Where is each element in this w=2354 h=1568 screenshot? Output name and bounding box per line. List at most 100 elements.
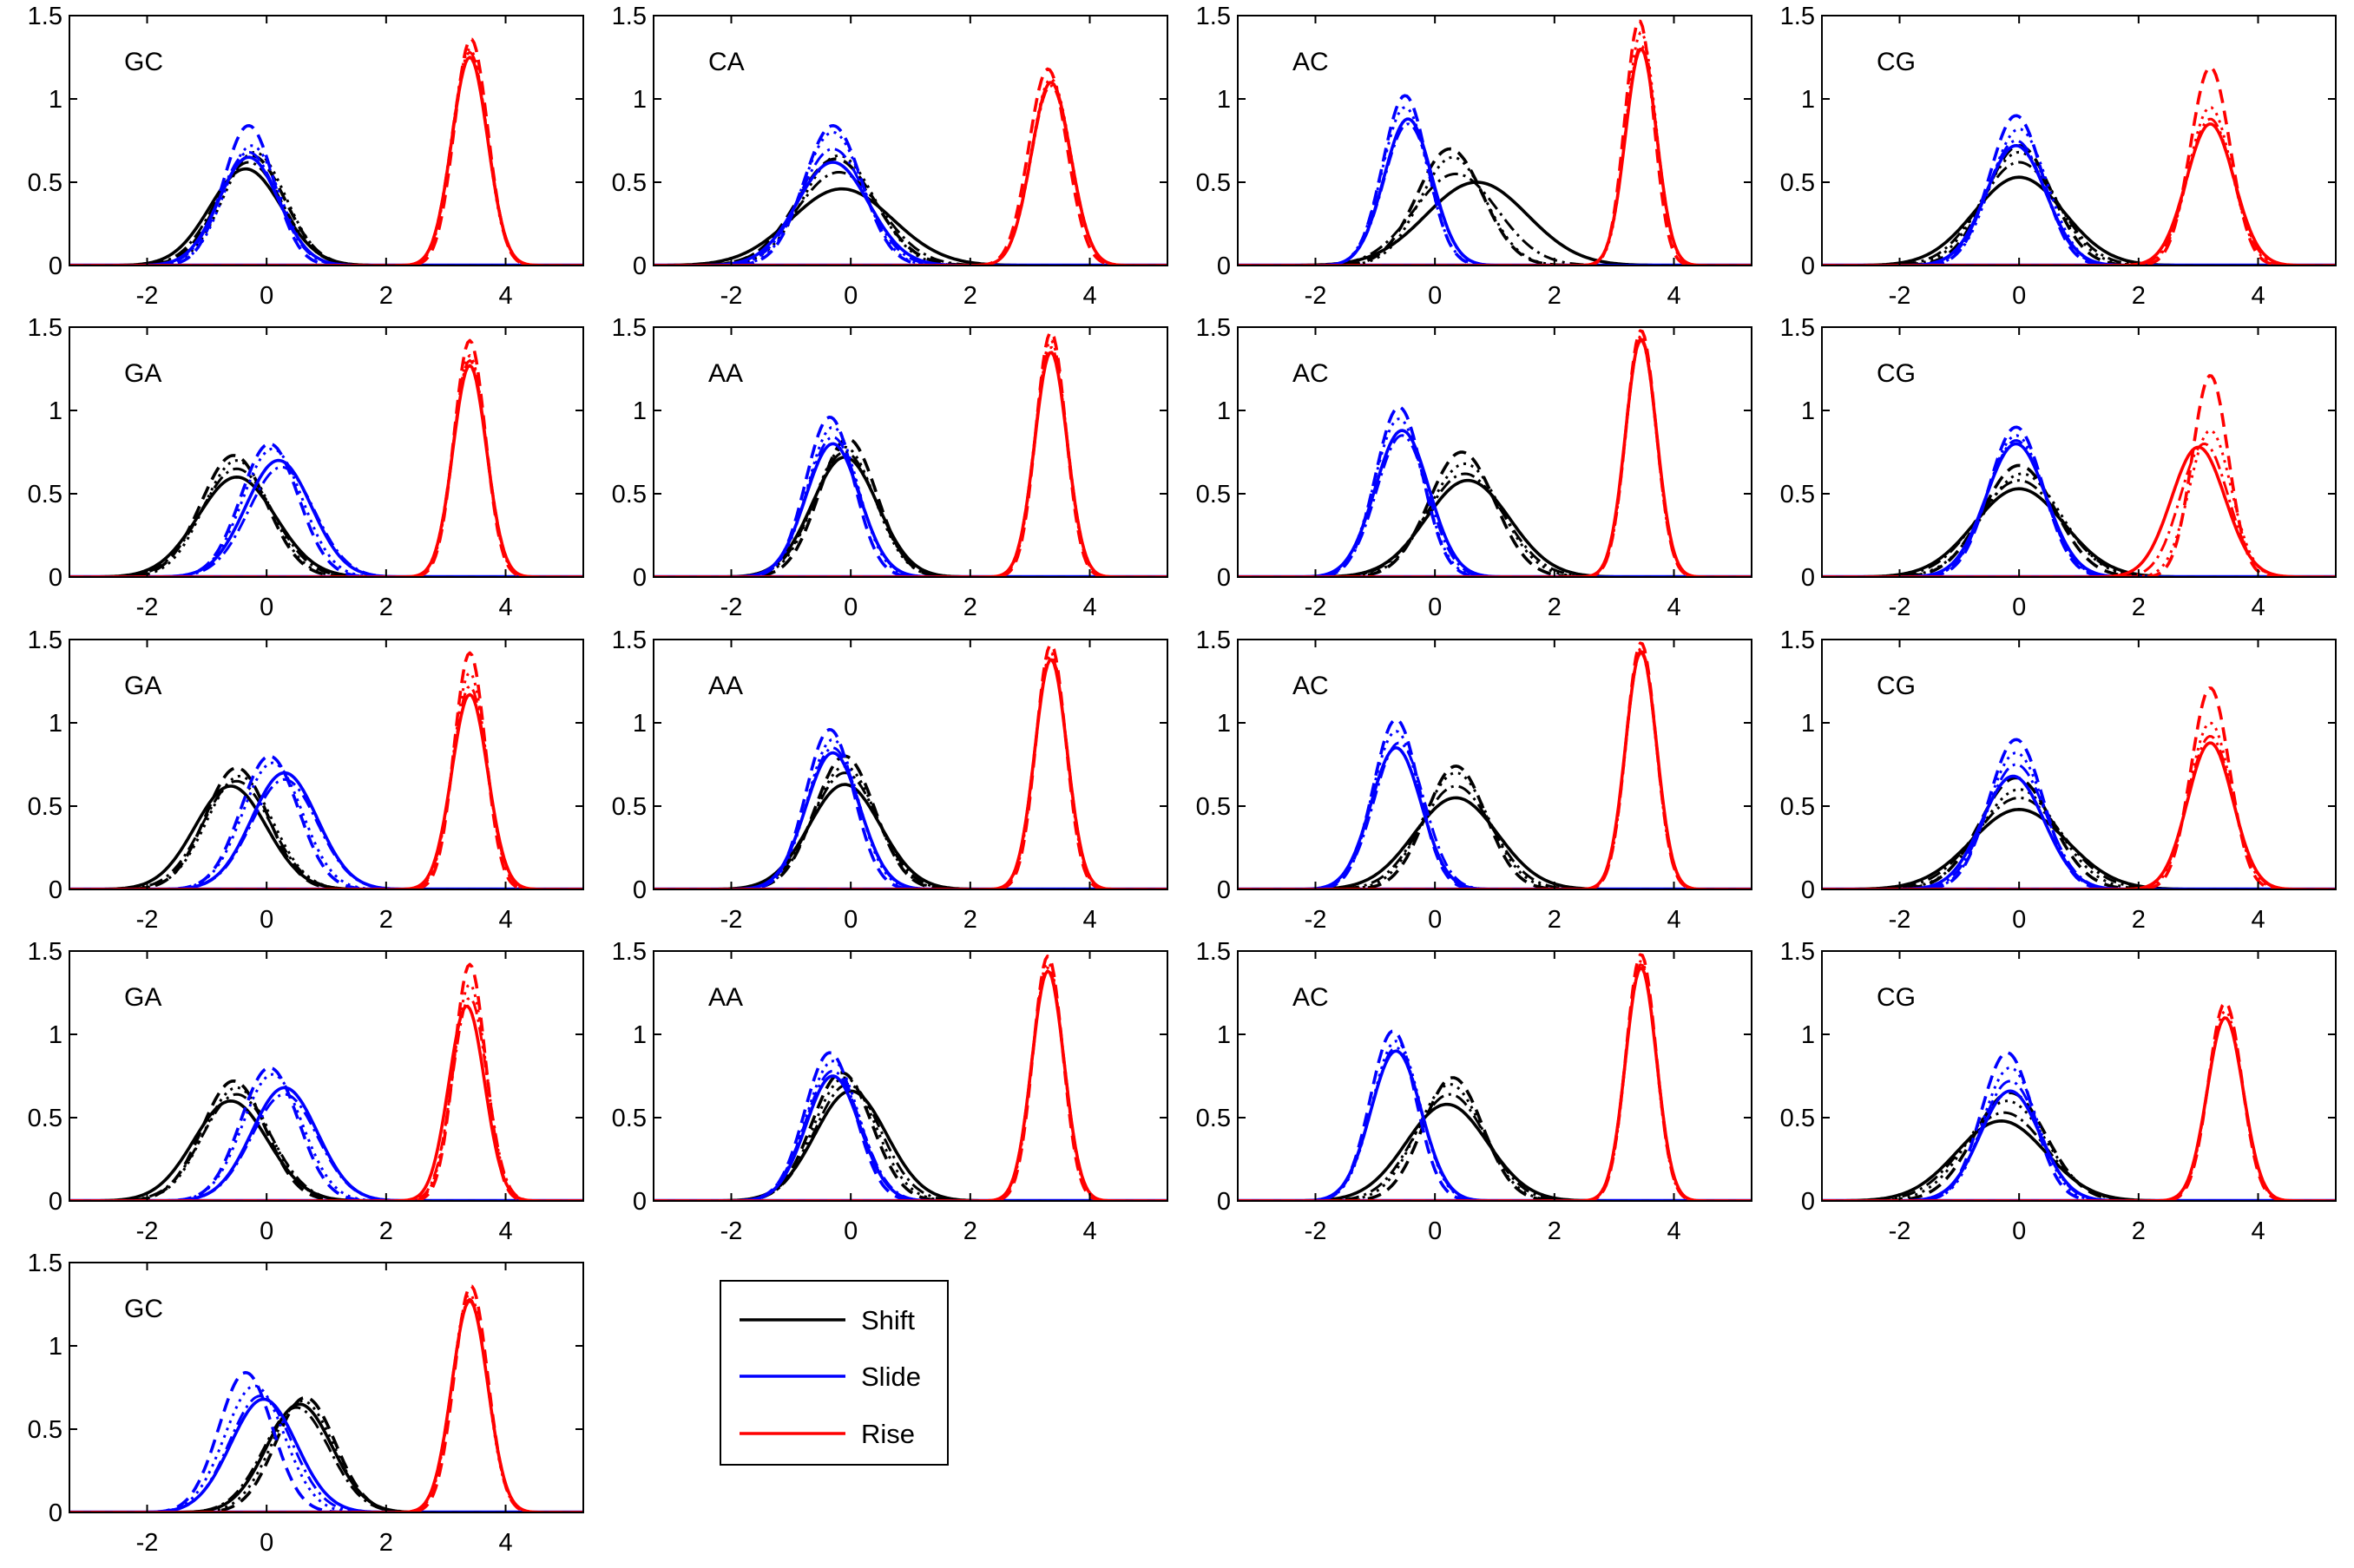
x-tick-label: -2 — [1889, 282, 1911, 310]
subplot-cg-8: -2 0 2 4 0 0.5 1 1.5 CG — [1780, 314, 2337, 621]
y-tick-label: 1 — [49, 86, 62, 114]
shift-curve-4 — [654, 1083, 1167, 1201]
shift-curve-1 — [654, 783, 1167, 889]
y-tick-label: 1 — [49, 1021, 62, 1049]
y-tick-label: 0.5 — [28, 481, 62, 508]
slide-curve-3 — [69, 761, 583, 889]
x-tick-label: 2 — [379, 1217, 393, 1245]
rise-curve-4 — [69, 996, 583, 1201]
rise-curve-4 — [1238, 963, 1752, 1201]
shift-curve-3 — [654, 1076, 1167, 1201]
subplot-ga-5: -2 0 2 4 0 0.5 1 1.5 GA — [28, 314, 584, 621]
shift-curve-3 — [654, 154, 1167, 266]
y-tick-label: 1 — [49, 710, 62, 738]
y-tick-label: 0 — [1217, 564, 1231, 592]
shift-curve-1 — [1822, 1119, 2336, 1201]
x-tick-label: 0 — [844, 906, 858, 934]
shift-curve-3 — [69, 1399, 583, 1512]
shift-curve-3 — [1238, 462, 1752, 577]
shift-curve-3 — [69, 1086, 583, 1201]
shift-curve-4 — [69, 779, 583, 889]
panel-label: AA — [708, 359, 743, 388]
rise-curve-1 — [1238, 47, 1752, 266]
axes-box — [653, 639, 1168, 890]
y-tick-label: 1 — [1217, 710, 1231, 738]
y-tick-label: 0.5 — [1780, 1105, 1815, 1132]
slide-curve-3 — [654, 1060, 1167, 1201]
x-tick-label: -2 — [136, 1529, 159, 1557]
axes-box — [1821, 639, 2337, 890]
panel-label: AC — [1292, 983, 1329, 1012]
rise-curve-4 — [1822, 443, 2336, 577]
shift-curve-2 — [654, 1071, 1167, 1201]
shift-curve-2 — [1238, 1076, 1752, 1201]
axes-box — [653, 326, 1168, 578]
subplot-cg-16: -2 0 2 4 0 0.5 1 1.5 CG — [1780, 938, 2337, 1245]
shift-curve-3 — [654, 445, 1167, 577]
shift-curve-4 — [69, 1406, 583, 1512]
shift-curve-2 — [654, 436, 1167, 577]
subplot-cg-4: -2 0 2 4 0 0.5 1 1.5 CG — [1780, 3, 2337, 310]
shift-curve-1 — [1822, 175, 2336, 266]
x-tick-label: 2 — [379, 906, 393, 934]
slide-curve-1 — [654, 161, 1167, 266]
shift-curve-2 — [1822, 1091, 2336, 1201]
slide-curve-4 — [654, 436, 1167, 577]
rise-curve-3 — [69, 1293, 583, 1512]
x-tick-label: -2 — [1305, 594, 1327, 621]
y-tick-label: 0 — [49, 1188, 62, 1216]
shift-curve-2 — [1238, 764, 1752, 889]
y-tick-label: 0 — [49, 253, 62, 280]
y-tick-label: 1.5 — [612, 938, 647, 966]
x-tick-label: 2 — [2132, 282, 2146, 310]
slide-curve-2 — [654, 416, 1167, 577]
x-tick-label: 2 — [2132, 906, 2146, 934]
slide-curve-3 — [69, 1384, 583, 1512]
shift-curve-4 — [69, 1092, 583, 1201]
legend-label-rise: Rise — [861, 1419, 915, 1449]
y-tick-label: 1 — [49, 1333, 62, 1361]
y-tick-label: 0 — [49, 876, 62, 904]
slide-curve-3 — [654, 425, 1167, 577]
subplot-ga-9: -2 0 2 4 0 0.5 1 1.5 GA — [28, 627, 584, 934]
shift-curve-2 — [654, 157, 1167, 266]
x-tick-label: 2 — [2132, 1217, 2146, 1245]
x-tick-label: 4 — [1082, 282, 1096, 310]
axes-box — [1237, 639, 1752, 890]
rise-curve-1 — [654, 969, 1167, 1201]
y-tick-label: 1.5 — [1780, 627, 1815, 654]
shift-curve-4 — [654, 450, 1167, 577]
y-tick-label: 0 — [633, 253, 647, 280]
y-tick-label: 1 — [1217, 1021, 1231, 1049]
y-tick-label: 1.5 — [28, 627, 62, 654]
shift-curve-2 — [69, 154, 583, 266]
panel-label: AC — [1292, 672, 1329, 700]
slide-curve-3 — [69, 144, 583, 266]
slide-curve-4 — [654, 1069, 1167, 1201]
rise-curve-1 — [1822, 122, 2336, 266]
x-tick-label: 0 — [260, 282, 273, 310]
x-tick-label: 4 — [498, 282, 512, 310]
y-tick-label: 0 — [49, 1499, 62, 1527]
x-tick-label: 0 — [844, 282, 858, 310]
rise-curve-3 — [69, 47, 583, 266]
shift-curve-2 — [1238, 147, 1752, 266]
rise-curve-3 — [1822, 429, 2336, 577]
panel-label: CG — [1877, 359, 1916, 388]
rise-curve-2 — [69, 338, 583, 577]
rise-curve-1 — [654, 81, 1167, 266]
subplot-ac-15: -2 0 2 4 0 0.5 1 1.5 AC — [1196, 938, 1752, 1245]
shift-curve-1 — [69, 167, 583, 266]
rise-curve-4 — [1238, 652, 1752, 889]
panel-label: GA — [124, 983, 161, 1012]
subplot-grid: -2 0 2 4 0 0.5 1 1.5 GC -2 0 2 4 0 0.5 1 1.5 CA -2 0 2 4 0 0.5 1… — [28, 3, 2337, 1557]
x-tick-label: 0 — [260, 1529, 273, 1557]
rise-curve-3 — [69, 982, 583, 1201]
rise-curve-4 — [1238, 339, 1752, 577]
rise-curve-1 — [69, 364, 583, 577]
slide-curve-1 — [654, 1074, 1167, 1201]
y-tick-label: 1.5 — [28, 1250, 62, 1277]
x-tick-label: 2 — [963, 1217, 977, 1245]
y-tick-label: 1.5 — [1196, 627, 1231, 654]
shift-curve-4 — [654, 171, 1167, 266]
